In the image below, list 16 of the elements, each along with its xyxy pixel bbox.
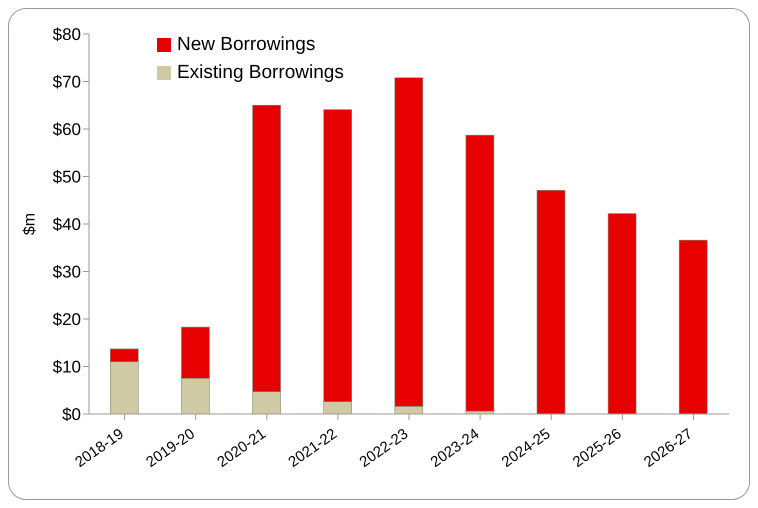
bar bbox=[678, 240, 708, 414]
y-tick-label: $0 bbox=[62, 405, 81, 424]
y-axis-title: $m bbox=[22, 212, 39, 236]
legend-label: Existing Borrowings bbox=[177, 61, 344, 85]
y-tick-label: $30 bbox=[52, 262, 81, 282]
bar bbox=[536, 190, 566, 414]
y-tick-label: $80 bbox=[52, 25, 81, 44]
y-tick-label: $20 bbox=[52, 310, 81, 330]
bar bbox=[608, 213, 636, 414]
y-tick-label: $10 bbox=[52, 358, 81, 377]
legend-label: New Borrowings bbox=[177, 33, 316, 57]
bar bbox=[466, 134, 494, 412]
y-tick-label: $50 bbox=[52, 168, 81, 187]
y-tick-label: $60 bbox=[52, 120, 81, 140]
y-tick-label: $70 bbox=[52, 72, 81, 92]
y-tick-label: $40 bbox=[52, 215, 81, 234]
